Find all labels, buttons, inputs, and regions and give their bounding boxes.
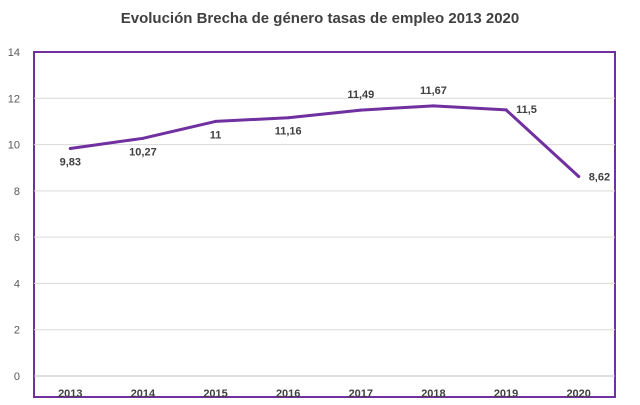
data-point bbox=[68, 147, 72, 151]
data-point bbox=[431, 104, 435, 108]
x-tick-label: 2013 bbox=[58, 388, 82, 400]
y-tick-label: 6 bbox=[14, 232, 20, 244]
data-point bbox=[504, 108, 508, 112]
y-tick-label: 10 bbox=[8, 140, 20, 152]
data-label: 8,62 bbox=[589, 172, 610, 184]
data-label: 9,83 bbox=[60, 157, 81, 169]
chart-title: Evolución Brecha de género tasas de empl… bbox=[120, 10, 520, 27]
series-line bbox=[68, 104, 581, 179]
data-point bbox=[141, 136, 145, 140]
y-axis: 0 2 4 6 8 10 12 14 bbox=[8, 47, 20, 383]
data-labels: 9,83 10,27 11 11,16 11,49 11,67 11,5 8,62 bbox=[60, 85, 611, 184]
x-tick-label: 2014 bbox=[131, 388, 156, 400]
data-point bbox=[286, 116, 290, 120]
y-tick-label: 0 bbox=[14, 371, 20, 383]
series bbox=[68, 104, 581, 179]
y-tick-label: 12 bbox=[8, 93, 20, 105]
data-label: 11,5 bbox=[516, 104, 537, 116]
x-tick-label: 2016 bbox=[276, 388, 300, 400]
data-label: 11,49 bbox=[347, 89, 374, 101]
gridlines bbox=[34, 97, 615, 377]
y-tick-label: 14 bbox=[8, 47, 20, 59]
data-point bbox=[577, 175, 581, 179]
data-label: 11,16 bbox=[275, 126, 302, 138]
x-tick-label: 2019 bbox=[494, 388, 518, 400]
x-tick-label: 2015 bbox=[203, 388, 227, 400]
x-axis: 2013 2014 2015 2016 2017 2018 2019 2020 bbox=[58, 388, 591, 400]
data-label: 11,67 bbox=[420, 85, 447, 97]
y-tick-label: 8 bbox=[14, 186, 20, 198]
data-label: 10,27 bbox=[129, 146, 157, 158]
data-label: 11 bbox=[210, 129, 222, 141]
x-tick-label: 2017 bbox=[349, 388, 373, 400]
x-tick-label: 2020 bbox=[566, 388, 590, 400]
data-point bbox=[214, 119, 218, 123]
y-tick-label: 4 bbox=[14, 278, 20, 290]
data-point bbox=[359, 108, 363, 112]
x-tick-label: 2018 bbox=[421, 388, 445, 400]
plot-area-border bbox=[33, 51, 616, 398]
y-tick-label: 2 bbox=[14, 325, 20, 337]
